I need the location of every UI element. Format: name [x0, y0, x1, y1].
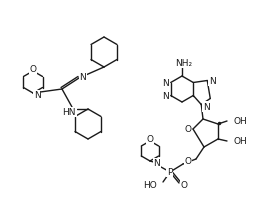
- Text: N: N: [203, 102, 210, 112]
- Text: N: N: [163, 92, 169, 101]
- Text: O: O: [147, 135, 153, 144]
- Text: N: N: [162, 79, 169, 87]
- Text: N: N: [80, 73, 86, 82]
- Text: N: N: [162, 92, 169, 101]
- Text: NH₂: NH₂: [176, 59, 193, 68]
- Text: O: O: [30, 65, 36, 74]
- Text: N: N: [34, 91, 40, 100]
- Text: HO: HO: [143, 181, 157, 189]
- Text: P: P: [167, 168, 173, 177]
- Text: N: N: [209, 77, 216, 86]
- Text: OH: OH: [234, 137, 248, 146]
- Text: O: O: [185, 157, 192, 166]
- Text: N: N: [163, 79, 169, 87]
- Text: HN: HN: [62, 108, 76, 117]
- Text: OH: OH: [234, 117, 248, 126]
- Text: N: N: [154, 159, 160, 168]
- Text: O: O: [185, 125, 192, 134]
- Text: O: O: [181, 181, 188, 189]
